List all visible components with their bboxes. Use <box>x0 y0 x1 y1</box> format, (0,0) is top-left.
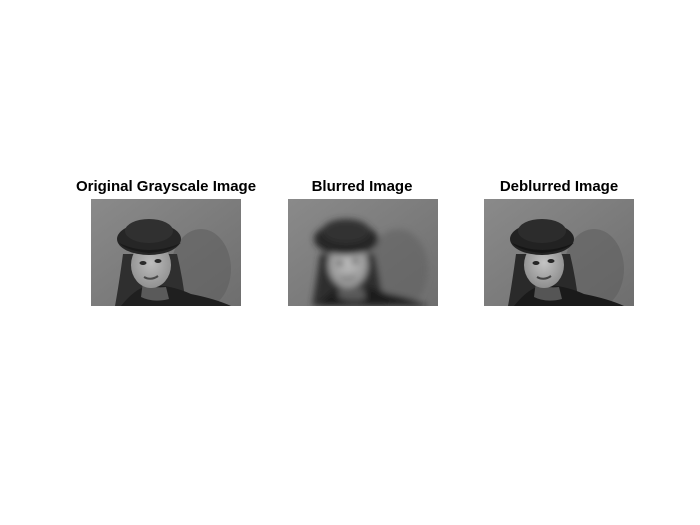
panel-title-blurred: Blurred Image <box>311 178 413 195</box>
panel-title-deblurred: Deblurred Image <box>499 178 619 195</box>
original-grayscale-image <box>91 199 241 306</box>
panel-title-original: Original Grayscale Image <box>75 178 257 195</box>
deblurred-image <box>484 199 634 306</box>
blurred-image <box>288 199 438 306</box>
